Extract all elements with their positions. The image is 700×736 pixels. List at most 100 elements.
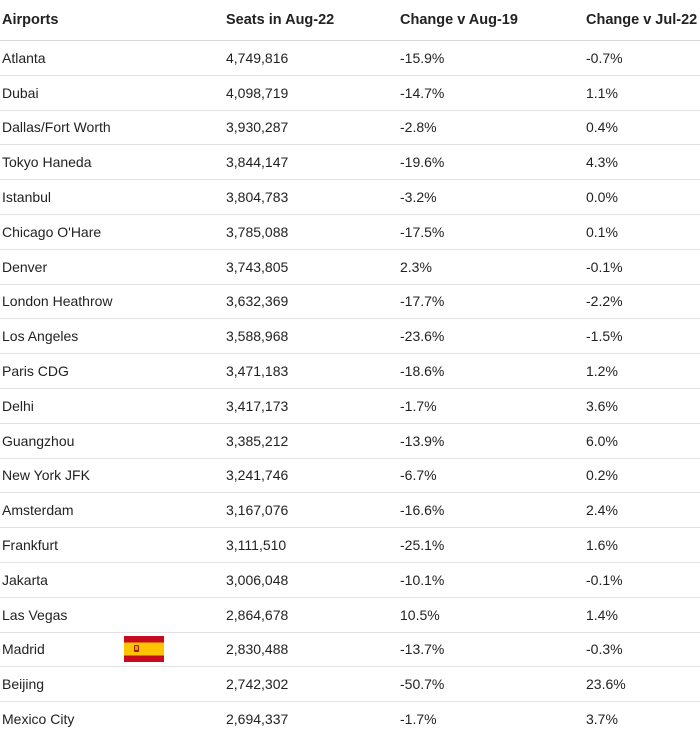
airport-name: Denver xyxy=(0,249,224,285)
seats-value: 2,694,337 xyxy=(226,711,289,728)
change-jul22-value: 2.4% xyxy=(584,492,700,529)
table-row: Los Angeles 3,588,968 -23.6% -1.5% xyxy=(0,318,700,355)
airport-name-cell: Madrid xyxy=(0,632,224,668)
change-jul22-value: -0.1% xyxy=(584,562,700,598)
table-row: Istanbul 3,804,783 -3.2% 0.0% xyxy=(0,179,700,215)
change-aug19-value: -16.6% xyxy=(398,492,584,529)
change-aug19-value: -17.7% xyxy=(398,284,584,320)
airport-name: Tokyo Haneda xyxy=(0,144,224,181)
table-row: Dubai 4,098,719 -14.7% 1.1% xyxy=(0,75,700,111)
header-change-aug19: Change v Aug-19 xyxy=(398,0,584,41)
table-row: Guangzhou 3,385,212 -13.9% 6.0% xyxy=(0,423,700,459)
change-jul22-value: -0.3% xyxy=(584,632,700,668)
seats-value: 2,742,302 xyxy=(224,666,398,703)
seats-value: 3,930,287 xyxy=(224,110,398,146)
airport-name: Delhi xyxy=(0,388,224,424)
seats-value: 3,417,173 xyxy=(224,388,398,424)
change-aug19-value: -10.1% xyxy=(398,562,584,598)
table-row: Amsterdam 3,167,076 -16.6% 2.4% xyxy=(0,492,700,529)
seats-value: 3,588,968 xyxy=(224,318,398,355)
table-row: Tokyo Haneda 3,844,147 -19.6% 4.3% xyxy=(0,144,700,181)
header-row: Airports Seats in Aug-22 Change v Aug-19… xyxy=(0,0,700,41)
change-jul22-value: 1.2% xyxy=(584,353,700,389)
airport-name: Guangzhou xyxy=(0,423,224,459)
seats-value: 4,749,816 xyxy=(224,40,398,76)
change-jul22-value: 6.0% xyxy=(584,423,700,459)
change-jul22-value: 1.4% xyxy=(584,597,700,633)
change-aug19-value: -23.6% xyxy=(398,318,584,355)
airport-name: Istanbul xyxy=(0,179,224,215)
change-jul22-value: 0.0% xyxy=(584,179,700,215)
table-row: Frankfurt 3,111,510 -25.1% 1.6% xyxy=(0,527,700,563)
change-aug19-value: -2.8% xyxy=(398,110,584,146)
change-jul22-value: 0.2% xyxy=(584,458,700,494)
table-row: Mexico City 2,694,337 -1.7% 3.7% xyxy=(0,702,700,736)
change-aug19-value: -17.5% xyxy=(398,214,584,250)
table-row: Paris CDG 3,471,183 -18.6% 1.2% xyxy=(0,353,700,389)
airport-name: Jakarta xyxy=(0,562,224,598)
change-aug19-value: -19.6% xyxy=(398,144,584,181)
airport-name: Las Vegas xyxy=(0,597,224,633)
airport-name: Frankfurt xyxy=(0,527,224,563)
airport-name: Beijing xyxy=(0,666,224,703)
change-aug19-value: 2.3% xyxy=(398,249,584,285)
table-row: Beijing 2,742,302 -50.7% 23.6% xyxy=(0,666,700,703)
airport-name: Chicago O'Hare xyxy=(0,214,224,250)
change-aug19-value: -1.7% xyxy=(398,388,584,424)
table-row: Delhi 3,417,173 -1.7% 3.6% xyxy=(0,388,700,424)
change-jul22-value: 3.7% xyxy=(586,711,618,728)
seats-value: 3,241,746 xyxy=(224,458,398,494)
seats-value: 3,471,183 xyxy=(224,353,398,389)
table-row: Jakarta 3,006,048 -10.1% -0.1% xyxy=(0,562,700,598)
header-change-jul22: Change v Jul-22 xyxy=(584,0,700,41)
airport-name: Dallas/Fort Worth xyxy=(0,110,224,146)
spain-flag-icon xyxy=(124,636,164,663)
seats-value: 3,111,510 xyxy=(224,527,398,563)
change-jul22-value: 1.1% xyxy=(584,75,700,111)
airport-name: New York JFK xyxy=(0,458,224,494)
change-jul22-value: 0.1% xyxy=(584,214,700,250)
seats-value: 3,006,048 xyxy=(224,562,398,598)
seats-value: 2,830,488 xyxy=(224,632,398,668)
change-aug19-value: -15.9% xyxy=(398,40,584,76)
change-aug19-value: -13.9% xyxy=(398,423,584,459)
change-jul22-value: -0.7% xyxy=(584,40,700,76)
table-row: Las Vegas 2,864,678 10.5% 1.4% xyxy=(0,597,700,633)
header-airports: Airports xyxy=(0,0,224,41)
seats-value: 3,632,369 xyxy=(224,284,398,320)
seats-value: 3,785,088 xyxy=(224,214,398,250)
table-row: Denver 3,743,805 2.3% -0.1% xyxy=(0,249,700,285)
change-aug19-value: -13.7% xyxy=(398,632,584,668)
airport-name: Mexico City xyxy=(2,711,75,728)
change-aug19-value: -3.2% xyxy=(398,179,584,215)
change-aug19-value: 10.5% xyxy=(398,597,584,633)
change-aug19-value: -14.7% xyxy=(398,75,584,111)
seats-value: 3,385,212 xyxy=(224,423,398,459)
table-row: Madrid 2,830,488 -13.7% -0.3% xyxy=(0,632,700,668)
airport-name: Amsterdam xyxy=(0,492,224,529)
change-aug19-value: -18.6% xyxy=(398,353,584,389)
airport-name: Atlanta xyxy=(0,40,224,76)
header-seats: Seats in Aug-22 xyxy=(224,0,398,41)
change-jul22-value: -2.2% xyxy=(584,284,700,320)
change-aug19-value: -6.7% xyxy=(398,458,584,494)
change-jul22-value: -0.1% xyxy=(584,249,700,285)
seats-value: 3,167,076 xyxy=(224,492,398,529)
airport-name: Los Angeles xyxy=(0,318,224,355)
table-row: Dallas/Fort Worth 3,930,287 -2.8% 0.4% xyxy=(0,110,700,146)
table-row: London Heathrow 3,632,369 -17.7% -2.2% xyxy=(0,284,700,320)
change-jul22-value: -1.5% xyxy=(584,318,700,355)
airport-name: Paris CDG xyxy=(0,353,224,389)
change-aug19-value: -50.7% xyxy=(398,666,584,703)
change-aug19-value: -1.7% xyxy=(400,711,437,728)
seats-value: 3,804,783 xyxy=(224,179,398,215)
change-aug19-value: -25.1% xyxy=(398,527,584,563)
table-row: Atlanta 4,749,816 -15.9% -0.7% xyxy=(0,40,700,76)
change-jul22-value: 23.6% xyxy=(584,666,700,703)
airport-name: Madrid xyxy=(2,641,45,658)
change-jul22-value: 1.6% xyxy=(584,527,700,563)
table-row: Chicago O'Hare 3,785,088 -17.5% 0.1% xyxy=(0,214,700,250)
seats-value: 3,844,147 xyxy=(224,144,398,181)
seats-value: 2,864,678 xyxy=(224,597,398,633)
